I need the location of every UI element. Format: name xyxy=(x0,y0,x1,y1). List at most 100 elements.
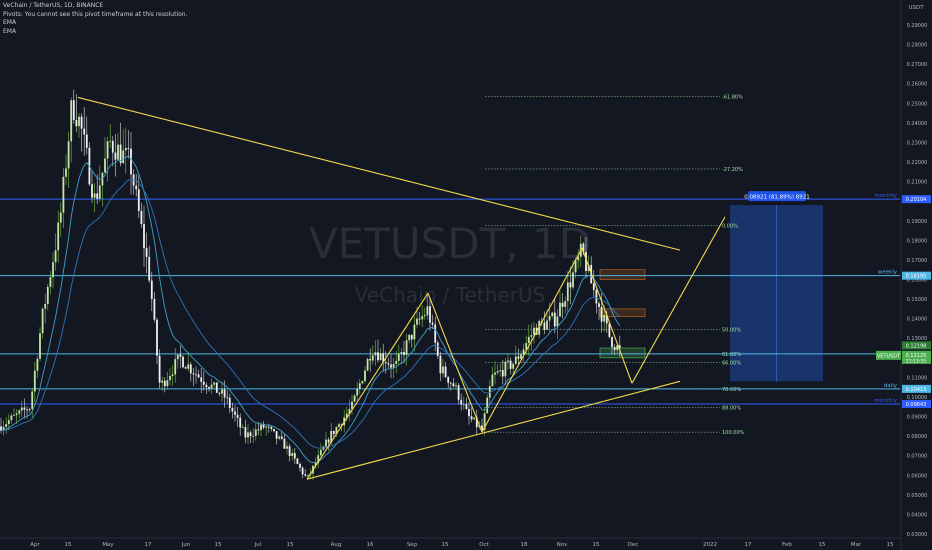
candle-body xyxy=(62,176,65,213)
candle-body xyxy=(569,282,572,288)
candle-body xyxy=(392,363,395,368)
candle-body xyxy=(371,355,374,361)
candle-body xyxy=(57,222,60,251)
level-price-box-4 xyxy=(902,399,931,408)
candle-body xyxy=(512,363,515,369)
candle-body xyxy=(613,347,616,350)
price-tick-16: 0.13000 xyxy=(907,336,928,342)
time-tick-10: Sep xyxy=(407,542,418,548)
current-symbol-label: VETUSDT xyxy=(877,353,901,359)
price-tick-3: 0.26000 xyxy=(907,82,928,88)
candle-body xyxy=(288,446,291,456)
candle-body xyxy=(577,256,580,261)
price-axis-unit: USDT xyxy=(908,5,924,11)
candle-body xyxy=(18,410,21,414)
candle-body xyxy=(356,388,359,396)
candle-body xyxy=(439,355,442,374)
candle-body xyxy=(364,370,366,382)
candle-body xyxy=(135,185,138,190)
candle-body xyxy=(140,210,143,225)
time-tick-11: 15 xyxy=(442,542,449,548)
time-tick-20: 15 xyxy=(819,542,826,548)
time-tick-17: 2022 xyxy=(703,542,717,548)
candle-body xyxy=(403,352,405,355)
ema-legend-2[interactable]: EMA xyxy=(3,27,17,35)
candle-body xyxy=(436,342,439,356)
candle-body xyxy=(195,374,197,376)
time-tick-5: 15 xyxy=(215,542,222,548)
candle-body xyxy=(374,352,377,356)
level-price-label-3: 0.10413 xyxy=(906,387,927,393)
candle-body xyxy=(473,417,476,420)
candle-body xyxy=(72,100,75,121)
candle-body xyxy=(514,356,517,364)
candle-body xyxy=(143,224,145,249)
price-tick-23: 0.06000 xyxy=(907,473,928,479)
level-price-label-1: 0.16195 xyxy=(906,274,927,280)
candle-body xyxy=(137,189,140,211)
candle-body xyxy=(169,375,171,381)
candle-body xyxy=(28,408,31,411)
candle-body xyxy=(335,426,338,434)
candle-body xyxy=(317,455,320,464)
candle-body xyxy=(111,140,114,153)
price-tick-1: 0.28000 xyxy=(907,43,928,49)
candle-body xyxy=(244,427,247,438)
candle-body xyxy=(260,424,262,431)
candle-body xyxy=(353,395,356,402)
candle-body xyxy=(332,431,335,434)
candle-body xyxy=(553,312,556,327)
candle-body xyxy=(49,277,52,287)
symbol-line[interactable]: VeChain / TetherUS, 1D, BINANCE xyxy=(3,2,104,9)
candle-body xyxy=(296,458,299,464)
candle-body xyxy=(483,413,486,430)
candle-body xyxy=(408,334,411,341)
candle-body xyxy=(218,392,221,394)
candle-body xyxy=(504,361,507,377)
candle-body xyxy=(257,429,260,431)
candle-body xyxy=(611,336,613,348)
candle-body xyxy=(231,408,234,412)
candle-body xyxy=(101,172,104,186)
time-tick-2: May xyxy=(102,542,114,548)
candle-body xyxy=(582,243,585,253)
candle-body xyxy=(156,319,158,356)
candle-body xyxy=(517,356,520,359)
price-tick-14: 0.15000 xyxy=(907,297,928,303)
level-price-box-3 xyxy=(902,384,931,393)
candle-body xyxy=(340,424,343,426)
candle-body xyxy=(80,116,83,129)
candle-body xyxy=(20,407,23,411)
candle-body xyxy=(280,436,283,439)
candle-body xyxy=(104,158,106,173)
candle-body xyxy=(41,308,44,334)
ema-legend-1[interactable]: EMA xyxy=(3,19,17,26)
candle-body xyxy=(410,334,413,340)
candle-body xyxy=(507,360,509,362)
candle-body xyxy=(239,417,242,428)
candle-body xyxy=(127,147,130,149)
candle-body xyxy=(184,367,187,369)
candle-body xyxy=(465,404,468,409)
candle-body xyxy=(26,409,28,411)
candle-body xyxy=(67,141,70,169)
candle-body xyxy=(598,303,600,308)
candle-body xyxy=(208,387,210,389)
candle-body xyxy=(176,354,179,360)
candle-body xyxy=(447,376,450,383)
level-name-0: monthly xyxy=(874,193,897,199)
candle-body xyxy=(304,474,307,476)
candle-body xyxy=(496,371,499,373)
candle-body xyxy=(197,374,200,378)
candle-body xyxy=(338,424,340,427)
candle-body xyxy=(416,318,418,325)
candle-body xyxy=(330,431,333,443)
time-tick-13: 18 xyxy=(521,542,528,548)
candle-body xyxy=(306,474,309,476)
candle-body xyxy=(566,282,569,302)
candle-body xyxy=(468,408,470,417)
candle-body xyxy=(192,373,195,375)
candle-body xyxy=(520,354,522,359)
candle-body xyxy=(254,429,257,436)
